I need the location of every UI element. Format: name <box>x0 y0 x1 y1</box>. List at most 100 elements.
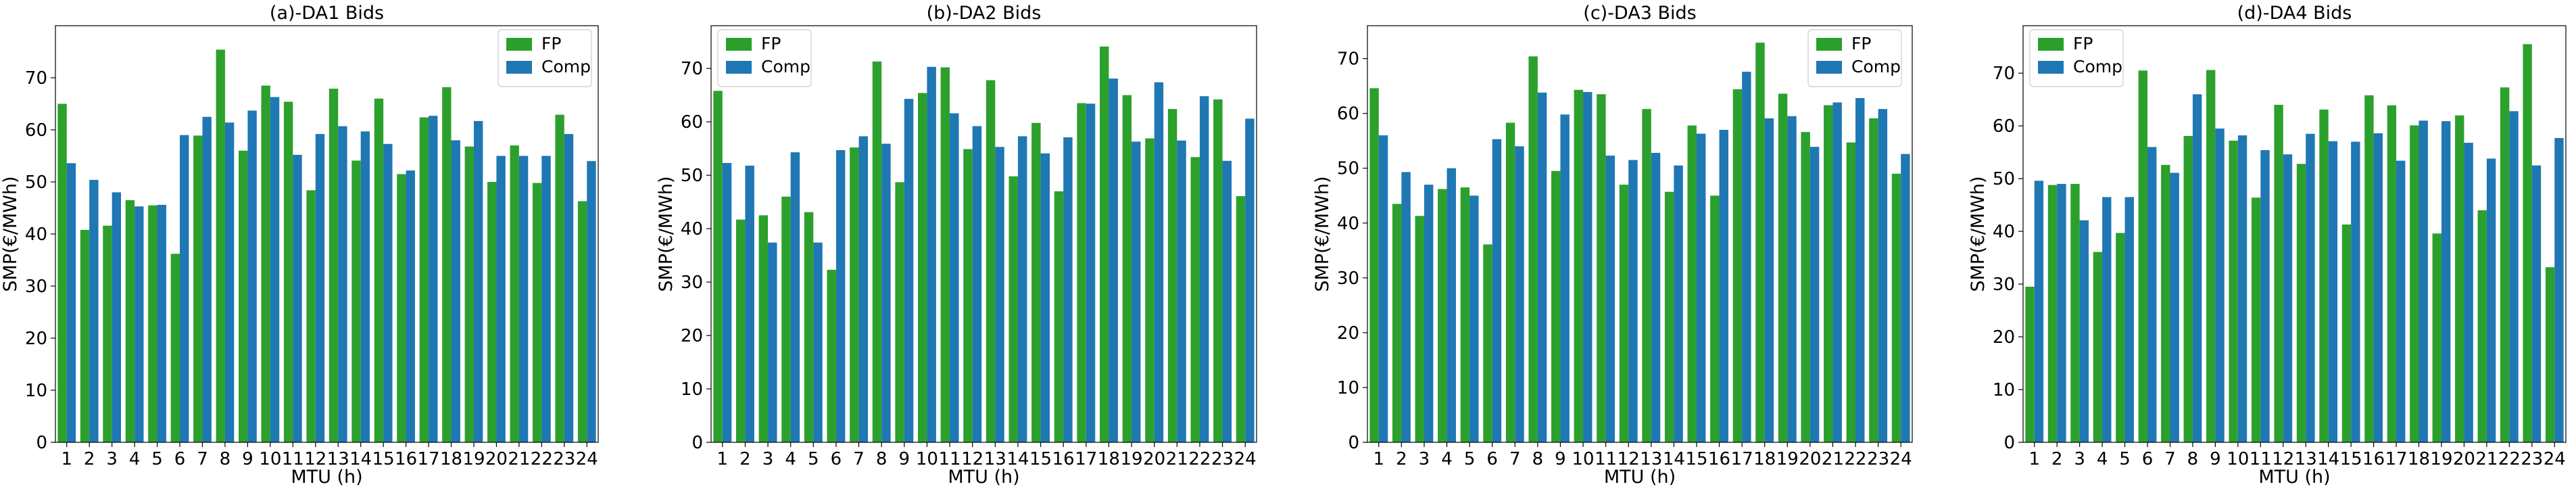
chart-title: (a)-DA1 Bids <box>270 3 384 24</box>
bar-fp-3 <box>1415 216 1424 442</box>
bar-fp-13 <box>2296 164 2306 443</box>
y-axis-label: SMP(€/MWh) <box>0 176 21 291</box>
bar-fp-17 <box>1732 89 1743 442</box>
bar-comp-7 <box>2170 172 2179 443</box>
chart-title: (c)-DA3 Bids <box>1583 3 1696 24</box>
x-tick-label: 20 <box>1143 449 1165 469</box>
bar-fp-16 <box>2364 95 2374 442</box>
bar-fp-13 <box>329 89 339 443</box>
bar-comp-4 <box>2102 197 2112 442</box>
bar-comp-22 <box>1199 96 1209 442</box>
bar-comp-16 <box>406 170 415 442</box>
legend-swatch-comp <box>1816 61 1842 74</box>
plot-frame <box>710 25 1257 443</box>
bar-fp-15 <box>1687 125 1697 442</box>
y-tick-label: 20 <box>681 326 703 346</box>
x-tick-label: 4 <box>129 449 141 469</box>
bar-fp-14 <box>351 160 361 442</box>
y-tick-label: 40 <box>1337 214 1359 234</box>
bar-comp-24 <box>587 161 596 442</box>
x-tick-label: 24 <box>1890 449 1912 469</box>
bar-fp-22 <box>2500 87 2510 443</box>
bar-comp-8 <box>1537 92 1547 442</box>
x-tick-label: 19 <box>462 449 485 469</box>
x-tick-label: 19 <box>1121 449 1143 469</box>
bar-comp-1 <box>2034 181 2044 442</box>
legend-label-comp: Comp <box>761 57 810 76</box>
bar-fp-24 <box>2545 267 2555 442</box>
bar-fp-12 <box>963 149 973 442</box>
bar-comp-15 <box>1040 153 1050 442</box>
bar-comp-23 <box>1222 160 1232 442</box>
x-tick-label: 1 <box>2028 449 2040 469</box>
bar-fp-11 <box>2251 197 2261 442</box>
legend: FP Comp <box>2029 29 2124 87</box>
x-tick-label: 6 <box>2142 449 2154 469</box>
bar-comp-19 <box>2441 121 2451 442</box>
bar-comp-23 <box>2531 165 2542 442</box>
y-axis-label: SMP(€/MWh) <box>656 176 677 291</box>
bar-fp-18 <box>1755 43 1765 442</box>
x-tick-label: 18 <box>1098 449 1120 469</box>
bar-comp-6 <box>835 150 846 442</box>
x-tick-label: 10 <box>1572 449 1594 469</box>
x-axis-label: MTU (h) <box>1604 467 1676 488</box>
bar-comp-1 <box>722 162 732 442</box>
y-tick-label: 60 <box>25 120 47 141</box>
x-tick-label: 6 <box>831 449 842 469</box>
bar-comp-22 <box>541 156 551 442</box>
x-tick-label: 12 <box>961 449 983 469</box>
bar-comp-10 <box>2237 135 2247 442</box>
bar-fp-6 <box>2138 70 2148 442</box>
bar-fp-23 <box>1213 99 1223 443</box>
bar-fp-9 <box>239 150 248 443</box>
y-tick-label: 10 <box>1337 378 1359 398</box>
bar-fp-1 <box>2025 286 2035 442</box>
legend-label-comp: Comp <box>2073 57 2122 76</box>
bar-comp-6 <box>1492 139 1502 442</box>
x-tick-label: 23 <box>1867 449 1889 469</box>
x-tick-label: 18 <box>1753 449 1776 469</box>
x-tick-label: 15 <box>1685 449 1707 469</box>
bar-fp-19 <box>2432 233 2441 442</box>
x-tick-label: 2 <box>739 449 751 469</box>
y-tick-label: 10 <box>681 379 703 400</box>
x-tick-label: 20 <box>1799 449 1821 469</box>
y-tick-label: 60 <box>1337 104 1359 124</box>
bar-comp-7 <box>858 136 869 443</box>
x-tick-label: 24 <box>2544 449 2566 469</box>
bar-fp-17 <box>2387 105 2397 443</box>
x-tick-label: 5 <box>151 449 163 469</box>
y-tick-label: 0 <box>691 433 703 453</box>
bar-fp-6 <box>827 269 836 442</box>
bar-fp-5 <box>2116 233 2125 442</box>
x-tick-label: 7 <box>1509 449 1521 469</box>
bar-fp-17 <box>1077 103 1086 442</box>
y-tick-label: 50 <box>1337 159 1359 179</box>
bar-fp-22 <box>532 183 542 442</box>
bar-comp-20 <box>2464 143 2473 442</box>
y-tick-label: 50 <box>1993 169 2015 189</box>
bar-comp-11 <box>293 154 302 442</box>
x-tick-label: 4 <box>785 449 796 469</box>
bar-comp-2 <box>89 179 99 442</box>
x-tick-label: 10 <box>259 449 281 469</box>
y-tick-label: 50 <box>681 166 703 186</box>
bar-comp-14 <box>1017 136 1027 443</box>
bar-fp-2 <box>1392 204 1402 442</box>
x-tick-label: 17 <box>2385 449 2408 469</box>
bar-fp-22 <box>1190 157 1200 442</box>
bar-fp-4 <box>1438 189 1447 442</box>
bar-comp-7 <box>202 116 212 442</box>
x-tick-label: 11 <box>2250 449 2272 469</box>
bar-comp-17 <box>2396 160 2406 442</box>
x-tick-label: 10 <box>916 449 938 469</box>
bar-comp-21 <box>1177 140 1186 443</box>
x-tick-label: 20 <box>485 449 508 469</box>
x-tick-label: 11 <box>1595 449 1617 469</box>
bar-comp-11 <box>1605 156 1615 442</box>
legend-swatch-comp <box>726 61 752 74</box>
y-axis-label: SMP(€/MWh) <box>1968 176 1989 291</box>
y-tick-label: 70 <box>681 59 703 79</box>
